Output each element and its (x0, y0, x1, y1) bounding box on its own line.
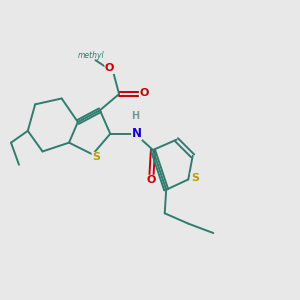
Text: S: S (92, 152, 100, 162)
Text: O: O (147, 175, 156, 185)
Text: S: S (191, 173, 199, 183)
Text: O: O (140, 88, 149, 98)
Text: H: H (131, 111, 139, 121)
Text: O: O (105, 63, 114, 74)
Text: N: N (132, 127, 142, 140)
Text: methyl: methyl (78, 51, 104, 60)
